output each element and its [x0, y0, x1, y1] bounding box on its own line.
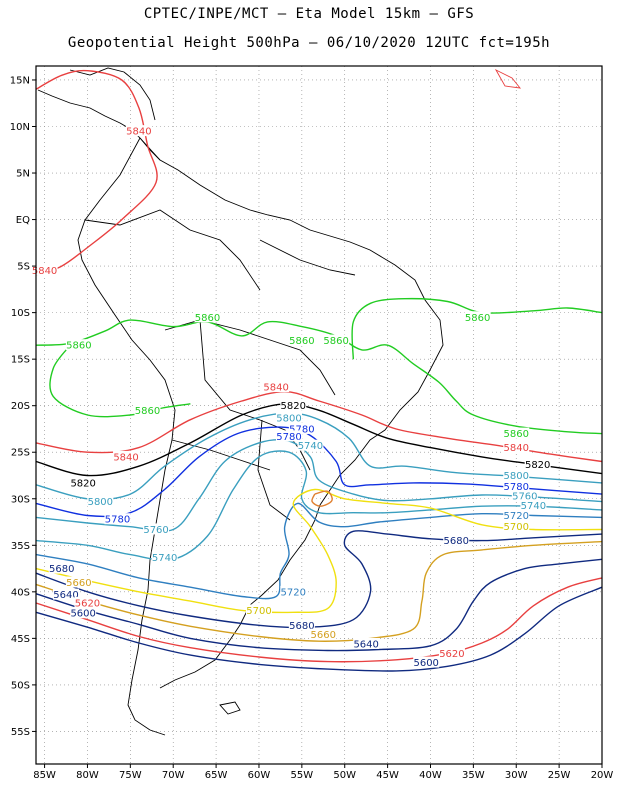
y-tick-label: 50S — [11, 680, 30, 691]
contour-5660 — [35, 540, 603, 642]
contour-5640 — [35, 558, 603, 652]
header-title-line2: Geopotential Height 500hPa – 06/10/2020 … — [67, 35, 551, 51]
contour-label: 5800 — [504, 471, 529, 482]
x-tick-label: 25W — [548, 770, 571, 781]
y-tick-label: 10N — [10, 122, 30, 133]
y-tick-label: 30S — [11, 494, 30, 505]
y-tick-label: 15N — [10, 75, 30, 86]
contour-label: 5800 — [88, 497, 113, 508]
contour-label: 5840 — [113, 452, 138, 463]
contour-label: 5600 — [70, 609, 95, 620]
contour-label: 5780 — [276, 432, 301, 443]
x-tick-label: 40W — [419, 770, 442, 781]
contour-label: 5840 — [263, 383, 288, 394]
y-tick-label: 45S — [11, 634, 30, 645]
contour-5860 — [49, 344, 191, 418]
contour-5720 — [35, 502, 603, 600]
contour-label: 5620 — [439, 649, 464, 660]
contour-label: 5860 — [323, 336, 348, 347]
y-tick-label: 25S — [11, 448, 30, 459]
plot-frame — [35, 65, 603, 765]
contour-5820 — [35, 403, 603, 477]
contour-label: 5640 — [53, 590, 78, 601]
y-tick-label: 55S — [11, 727, 30, 738]
y-tick-label: EQ — [16, 215, 30, 226]
contour-5620 — [35, 577, 603, 663]
contour-label: 5860 — [504, 429, 529, 440]
contour-label: 5740 — [521, 501, 546, 512]
contour-label: 5660 — [311, 630, 336, 641]
contour-label: 5860 — [465, 313, 490, 324]
contour-label: 5840 — [504, 443, 529, 454]
y-tick-label: 35S — [11, 541, 30, 552]
contour-label: 5780 — [504, 482, 529, 493]
x-tick-label: 55W — [291, 770, 314, 781]
contour-label: 5860 — [66, 341, 91, 352]
y-tick-label: 20S — [11, 401, 30, 412]
contour-label: 5760 — [143, 525, 168, 536]
contour-label: 5800 — [276, 413, 301, 424]
x-tick-label: 35W — [462, 770, 485, 781]
contour-label: 5820 — [525, 460, 550, 471]
contour-label: 5740 — [298, 441, 323, 452]
contour-label: 5860 — [135, 406, 160, 417]
contour-5860 — [351, 297, 603, 360]
y-tick-label: 5N — [16, 169, 30, 180]
contour-label: 5680 — [443, 536, 468, 547]
contour-5580 — [311, 490, 333, 507]
contour-label: 5680 — [289, 621, 314, 632]
x-tick-label: 80W — [76, 770, 99, 781]
contour-5780 — [35, 426, 603, 518]
contour-label: 5760 — [512, 491, 537, 502]
contour-5840 — [35, 390, 603, 463]
x-tick-label: 70W — [162, 770, 185, 781]
contour-label: 5680 — [49, 564, 74, 575]
contour-label: 5780 — [105, 515, 130, 526]
contour-label: 5660 — [66, 578, 91, 589]
contour-label: 5840 — [126, 127, 151, 138]
contour-label: 5700 — [246, 606, 271, 617]
contour-5700 — [35, 488, 603, 614]
contour-label: 5780 — [289, 424, 314, 435]
contour-label: 5600 — [413, 658, 438, 669]
grid-lines — [36, 66, 603, 764]
contour-label: 5860 — [289, 336, 314, 347]
contour-label: 5860 — [195, 313, 220, 324]
x-tick-label: 60W — [248, 770, 271, 781]
coastline-and-borders — [37, 67, 522, 736]
contour-5860 — [35, 319, 603, 435]
contour-label: 5820 — [70, 478, 95, 489]
contour-5600 — [35, 586, 603, 672]
x-tick-label: 20W — [591, 770, 614, 781]
contour-label: 5820 — [281, 401, 306, 412]
y-tick-label: 40S — [11, 587, 30, 598]
contour-label: 5720 — [281, 587, 306, 598]
x-tick-label: 65W — [205, 770, 228, 781]
x-tick-label: 45W — [376, 770, 399, 781]
y-tick-label: 5S — [17, 262, 30, 273]
header-title-line1: CPTEC/INPE/MCT – Eta Model 15km – GFS — [143, 6, 475, 22]
contour-label: 5640 — [353, 639, 378, 650]
x-tick-label: 85W — [33, 770, 56, 781]
contour-label: 5720 — [504, 511, 529, 522]
contour-label: 5740 — [152, 553, 177, 564]
contour-5840 — [35, 69, 158, 277]
contour-5800 — [35, 412, 603, 501]
x-tick-label: 30W — [505, 770, 528, 781]
x-tick-label: 75W — [119, 770, 142, 781]
contour-label: 5840 — [32, 266, 57, 277]
contour-label: 5700 — [504, 522, 529, 533]
x-tick-label: 50W — [333, 770, 356, 781]
y-tick-label: 10S — [11, 308, 30, 319]
y-tick-label: 15S — [11, 355, 30, 366]
axes-frame: 85W 80W 75W 70W 65W 60W 55W 50W 45W 40W 35W 30W 25W 2… — [10, 65, 614, 781]
contour-label: 5620 — [75, 598, 100, 609]
